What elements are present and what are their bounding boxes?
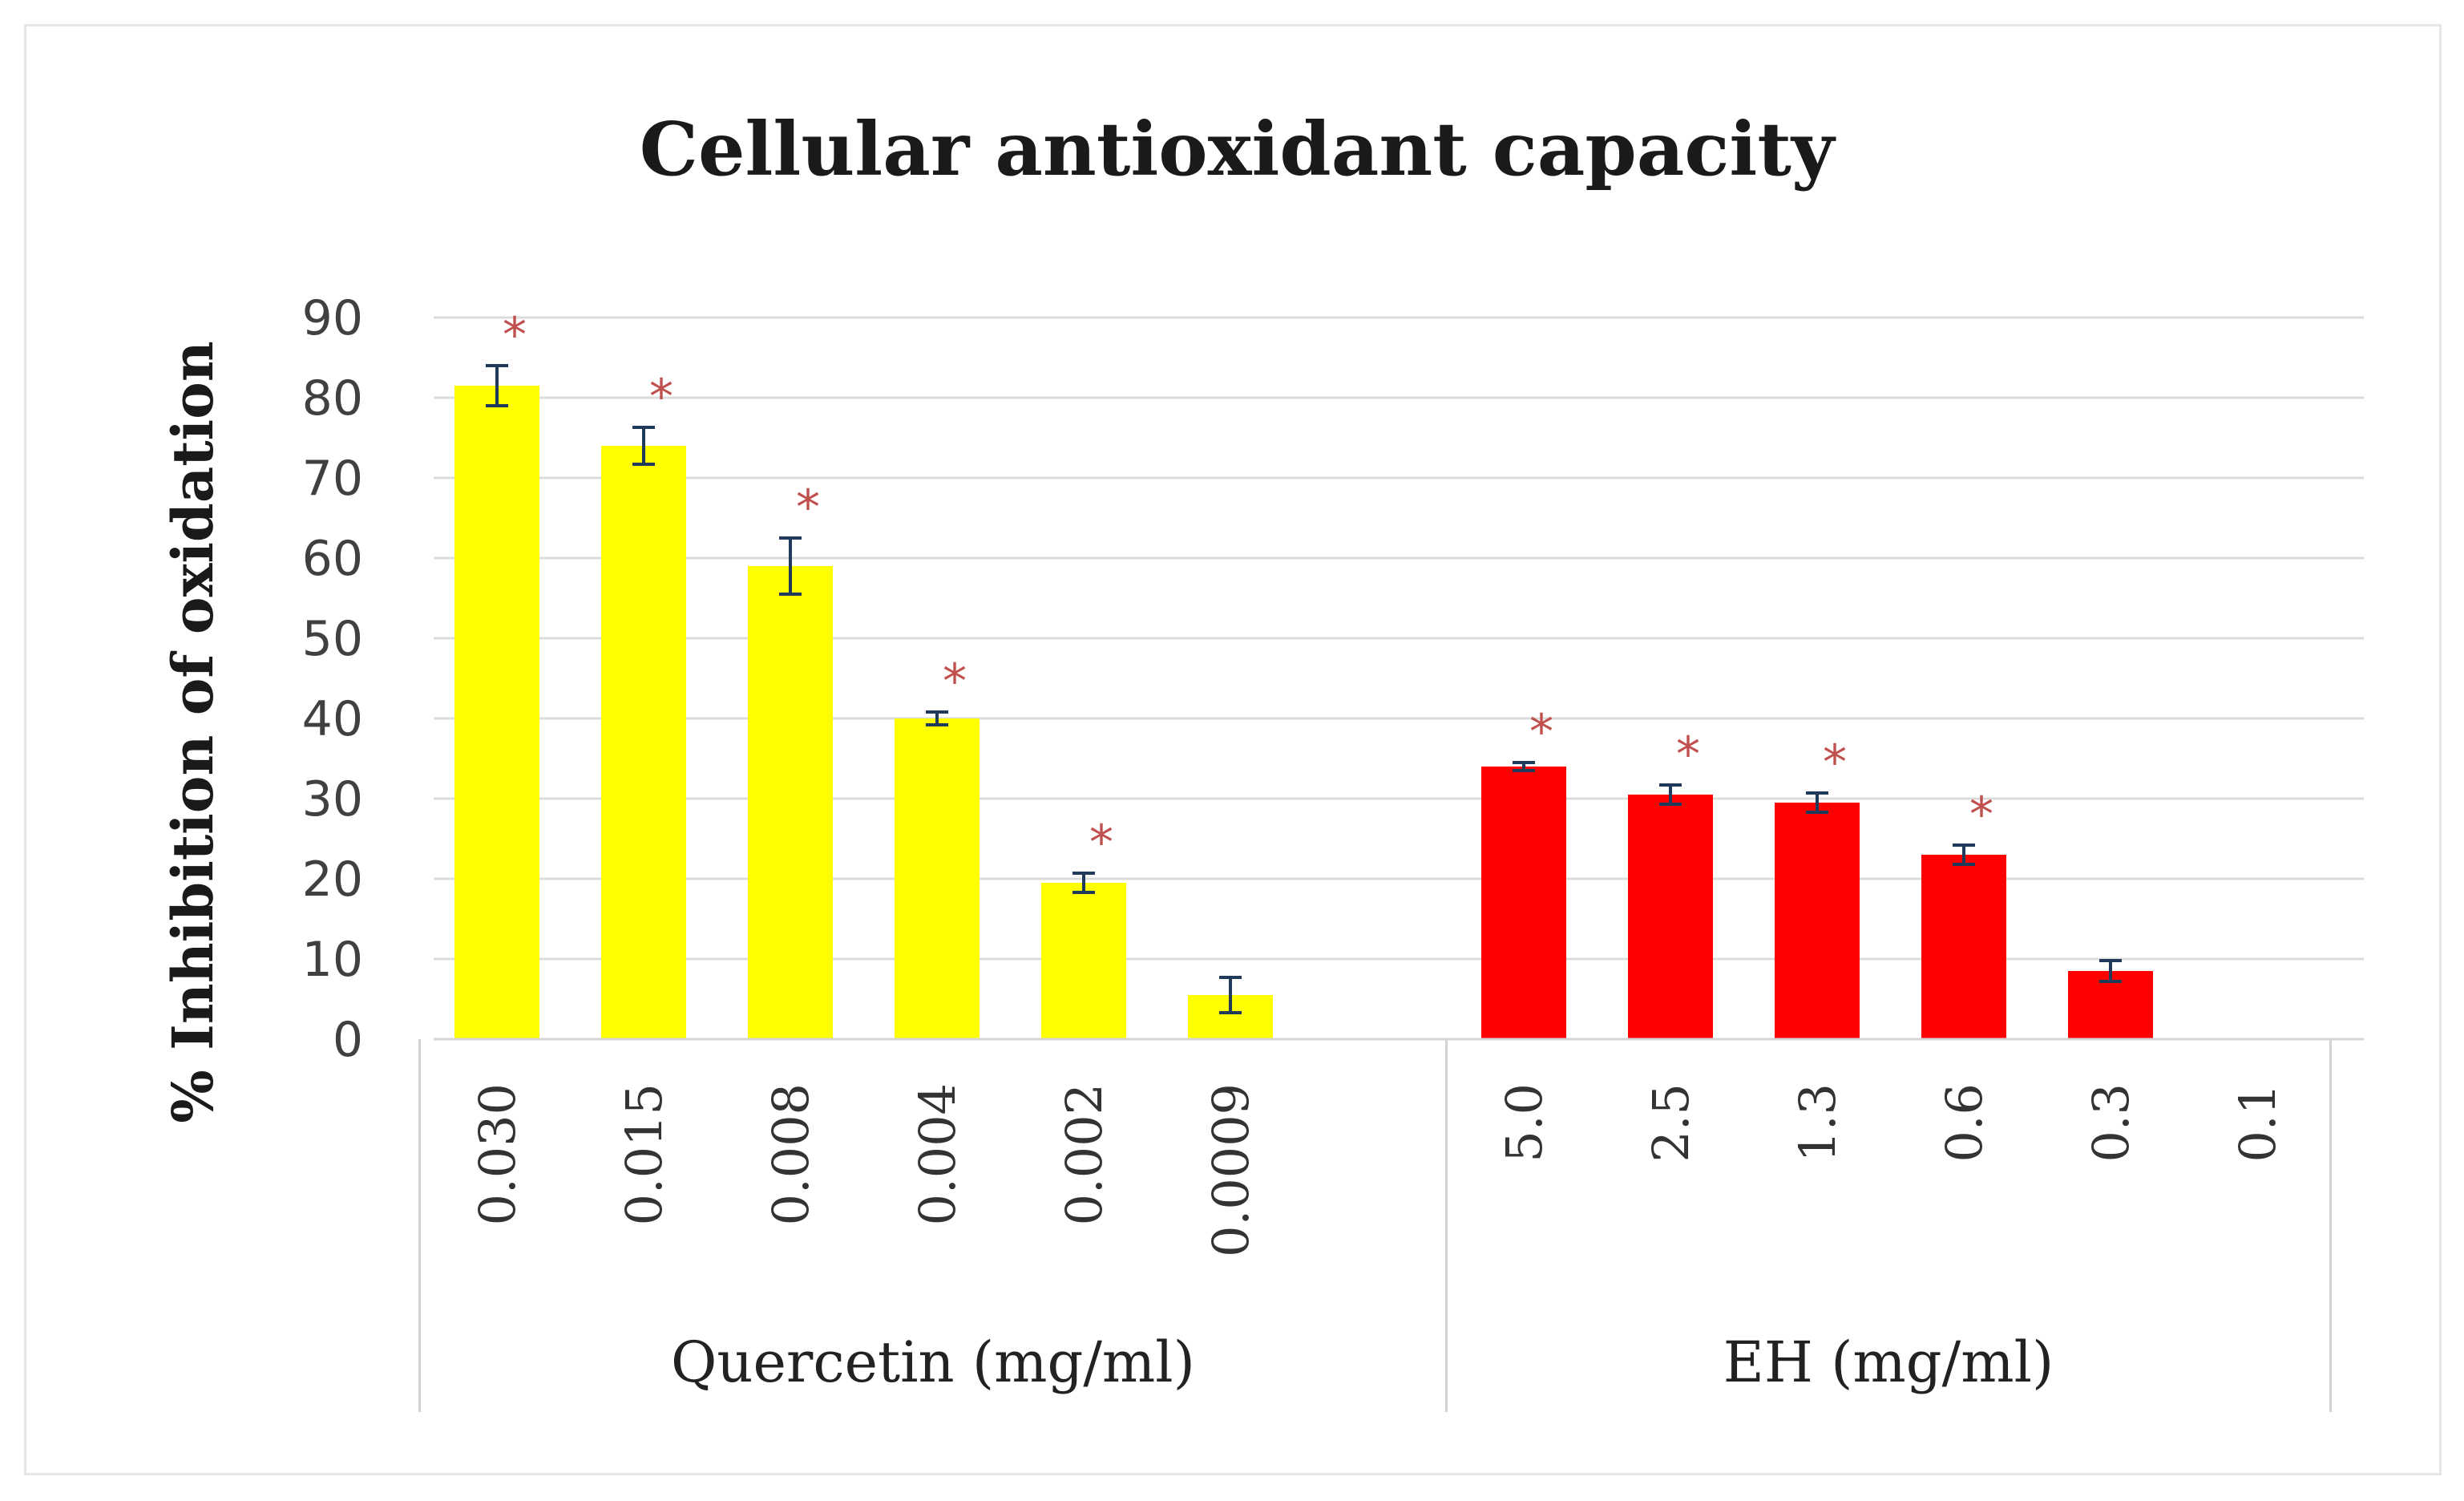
significance-star: * bbox=[1529, 704, 1553, 760]
bar bbox=[895, 718, 980, 1039]
bar bbox=[748, 566, 833, 1039]
significance-star: * bbox=[649, 369, 673, 425]
chart-title: Cellular antioxidant capacity bbox=[640, 106, 1836, 192]
y-tick-label: 70 bbox=[302, 451, 363, 507]
x-tick-label: 0.6 bbox=[1935, 1083, 1993, 1163]
significance-star: * bbox=[1089, 815, 1113, 871]
y-tick-label: 30 bbox=[302, 771, 363, 827]
y-tick-label: 50 bbox=[302, 611, 363, 667]
significance-star: * bbox=[1676, 726, 1700, 783]
x-tick-label: 1.3 bbox=[1788, 1083, 1847, 1163]
significance-star: * bbox=[503, 307, 527, 363]
bar bbox=[1921, 855, 2006, 1039]
x-tick-label: 0.0009 bbox=[1202, 1083, 1260, 1257]
x-tick-label: 0.3 bbox=[2082, 1083, 2140, 1163]
bar bbox=[601, 446, 686, 1039]
x-tick-label: 0.030 bbox=[468, 1083, 527, 1226]
bar bbox=[1628, 795, 1713, 1039]
bar bbox=[1041, 883, 1126, 1039]
x-tick-label: 0.004 bbox=[908, 1083, 967, 1226]
significance-star: * bbox=[1823, 734, 1847, 791]
y-tick-label: 40 bbox=[302, 691, 363, 747]
group-label: Quercetin (mg/ml) bbox=[671, 1329, 1195, 1395]
x-tick-label: 0.008 bbox=[761, 1083, 820, 1226]
x-tick-label: 0.015 bbox=[615, 1083, 673, 1226]
y-tick-label: 20 bbox=[302, 852, 363, 908]
y-tick-label: 60 bbox=[302, 531, 363, 587]
significance-star: * bbox=[796, 479, 820, 536]
y-tick-label: 90 bbox=[302, 290, 363, 346]
group-label: EH (mg/ml) bbox=[1723, 1329, 2054, 1395]
plot-area: 0 10 20 30 40 50 60 70 80 90 * 0.030 * 0.015 * 0.008 * 0.… bbox=[302, 290, 2364, 1412]
y-axis-label: % Inhibition of oxidation bbox=[160, 341, 226, 1123]
x-tick-label: 0.1 bbox=[2228, 1083, 2287, 1163]
chart-svg: Cellular antioxidant capacity % Inhibiti… bbox=[160, 106, 2364, 1412]
x-tick-label: 0.002 bbox=[1055, 1083, 1113, 1226]
significance-star: * bbox=[1969, 787, 1993, 843]
bar bbox=[1481, 767, 1566, 1039]
bar bbox=[1775, 803, 1860, 1039]
chart-frame: Cellular antioxidant capacity % Inhibiti… bbox=[24, 24, 2442, 1475]
bar bbox=[454, 386, 539, 1039]
y-tick-label: 10 bbox=[302, 932, 363, 988]
y-tick-label: 0 bbox=[333, 1012, 363, 1068]
significance-star: * bbox=[943, 653, 967, 710]
x-tick-label: 5.0 bbox=[1495, 1083, 1553, 1163]
y-tick-label: 80 bbox=[302, 370, 363, 427]
x-tick-label: 2.5 bbox=[1642, 1083, 1700, 1163]
